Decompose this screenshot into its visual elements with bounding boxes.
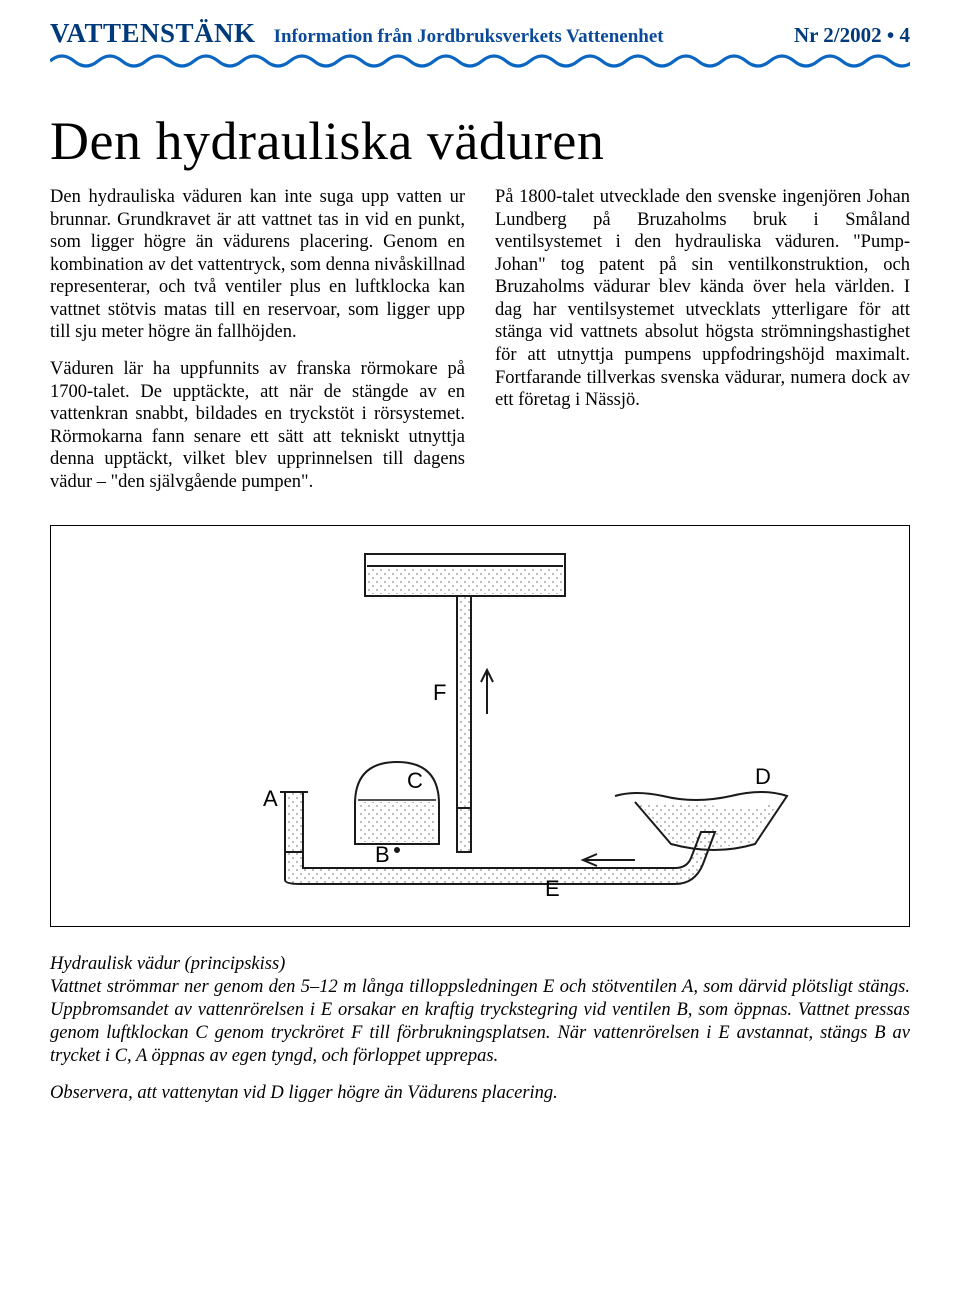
subhead: Information från Jordbruksverkets Vatten…: [256, 26, 794, 48]
diagram-label-c: C: [407, 768, 423, 793]
issue-number: Nr 2/2002 • 4: [794, 23, 910, 48]
header: VATTENSTÄNK Information från Jordbruksve…: [50, 18, 910, 49]
caption-title: Hydraulisk vädur (principskiss): [50, 954, 285, 974]
caption-body: Vattnet strömmar ner genom den 5–12 m lå…: [50, 977, 910, 1066]
masthead: VATTENSTÄNK: [50, 18, 256, 49]
diagram-label-e: E: [545, 876, 560, 901]
diagram-box: F C A B: [50, 525, 910, 927]
body-paragraph: Väduren lär ha uppfunnits av franska rör…: [50, 358, 465, 493]
hydraulic-ram-diagram-icon: F C A B: [115, 544, 845, 914]
diagram-label-a: A: [263, 786, 278, 811]
diagram-caption: Hydraulisk vädur (principskiss) Vattnet …: [50, 953, 910, 1105]
diagram-label-d: D: [755, 764, 771, 789]
body-paragraph: Den hydrauliska väduren kan inte suga up…: [50, 186, 465, 344]
diagram-label-b: B: [375, 842, 390, 867]
diagram-label-f: F: [433, 680, 446, 705]
wave-divider-icon: [50, 51, 910, 69]
article-body: Den hydrauliska väduren kan inte suga up…: [50, 186, 910, 493]
page: VATTENSTÄNK Information från Jordbruksve…: [0, 0, 960, 1135]
body-paragraph: På 1800-talet utvecklade den svenske ing…: [495, 186, 910, 412]
caption-note: Observera, att vattenytan vid D ligger h…: [50, 1083, 558, 1103]
article-title: Den hydrauliska väduren: [50, 110, 910, 172]
